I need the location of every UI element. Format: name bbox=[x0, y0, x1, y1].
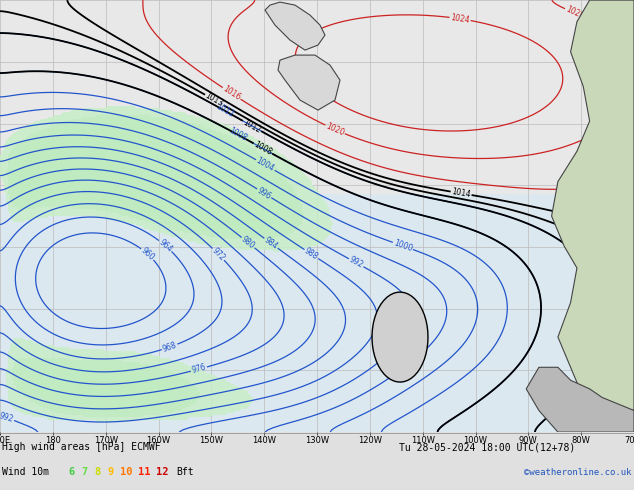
Text: 1013: 1013 bbox=[204, 91, 225, 109]
Text: 9: 9 bbox=[107, 467, 113, 477]
Text: 992: 992 bbox=[347, 255, 365, 270]
Text: 1024: 1024 bbox=[450, 13, 470, 24]
Text: 10: 10 bbox=[120, 467, 133, 477]
Text: 1014: 1014 bbox=[451, 187, 471, 199]
Text: High wind areas [hPa] ECMWF: High wind areas [hPa] ECMWF bbox=[2, 442, 160, 452]
Text: 1020: 1020 bbox=[325, 122, 346, 138]
Text: ©weatheronline.co.uk: ©weatheronline.co.uk bbox=[524, 467, 632, 477]
Text: 1012: 1012 bbox=[242, 118, 262, 135]
Text: 8: 8 bbox=[94, 467, 100, 477]
Text: 988: 988 bbox=[303, 246, 320, 262]
Text: Wind 10m: Wind 10m bbox=[2, 467, 49, 477]
Polygon shape bbox=[265, 2, 325, 50]
Text: 1016: 1016 bbox=[221, 84, 242, 102]
Text: 1012: 1012 bbox=[214, 102, 235, 120]
Text: Tu 28-05-2024 18:00 UTC(12+78): Tu 28-05-2024 18:00 UTC(12+78) bbox=[399, 442, 576, 452]
Text: 984: 984 bbox=[262, 235, 280, 251]
Text: 976: 976 bbox=[191, 363, 207, 375]
Polygon shape bbox=[278, 55, 340, 110]
Text: 6: 6 bbox=[68, 467, 74, 477]
Text: 1008: 1008 bbox=[227, 126, 248, 143]
Text: 11: 11 bbox=[138, 467, 150, 477]
Text: 980: 980 bbox=[240, 235, 257, 251]
Text: 968: 968 bbox=[161, 341, 178, 354]
Text: Bft: Bft bbox=[176, 467, 193, 477]
Text: 960: 960 bbox=[139, 246, 156, 262]
Text: 1004: 1004 bbox=[255, 156, 276, 174]
Text: 12: 12 bbox=[156, 467, 169, 477]
Polygon shape bbox=[0, 195, 634, 432]
Polygon shape bbox=[372, 292, 428, 382]
Text: 1000: 1000 bbox=[392, 239, 413, 253]
Text: 1020: 1020 bbox=[564, 5, 585, 21]
Text: 996: 996 bbox=[256, 186, 273, 201]
Text: 1008: 1008 bbox=[252, 140, 273, 157]
Polygon shape bbox=[526, 368, 634, 432]
Text: 972: 972 bbox=[210, 246, 227, 263]
Text: 992: 992 bbox=[0, 411, 15, 424]
Text: 7: 7 bbox=[81, 467, 87, 477]
Text: 964: 964 bbox=[157, 238, 174, 254]
Polygon shape bbox=[552, 0, 634, 411]
